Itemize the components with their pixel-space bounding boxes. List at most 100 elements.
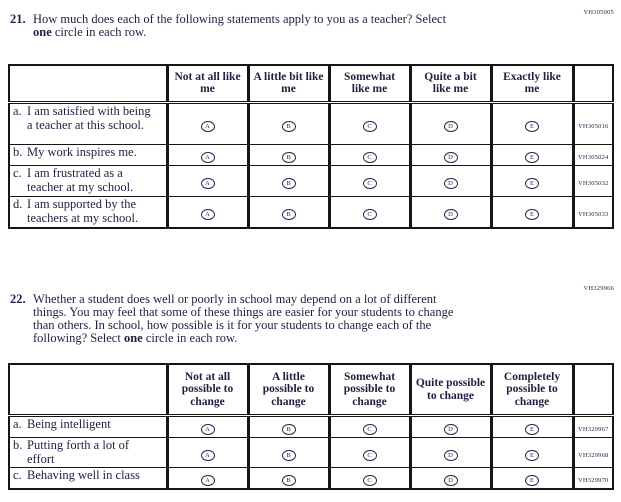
option-circle-d[interactable]: D (443, 178, 458, 190)
option-cell: C (327, 144, 410, 167)
row-letter: d. (13, 197, 23, 212)
option-circle-d[interactable]: D (443, 475, 458, 487)
question-22-prompt: 22. Whether a student does well or poorl… (0, 291, 621, 346)
statement-cell: a. I am satisfied with being a teacher a… (9, 102, 167, 146)
column-header: A little possible to change (246, 363, 329, 418)
option-cell: C (327, 437, 410, 469)
question-text-segment: How much does each of the following stat… (33, 12, 447, 26)
row-code: VH329968 (578, 451, 609, 459)
option-cell: B (246, 196, 329, 229)
question-text-segment: Whether a student does well or poorly in… (33, 291, 454, 346)
question-number: 22. (10, 291, 26, 306)
option-cell: A (165, 437, 248, 469)
table-row: c. I am frustrated as a teacher at my sc… (9, 165, 613, 198)
option-cell: B (246, 102, 329, 146)
option-circle-e[interactable]: E (525, 424, 539, 436)
row-code-cell: VH305033 (571, 196, 613, 229)
option-circle-c[interactable]: C (362, 152, 377, 164)
question-text-segment: circle in each row. (54, 25, 147, 40)
question-text: How much does each of the following stat… (33, 12, 465, 40)
row-statement: I am supported by the teachers at my sch… (27, 197, 139, 225)
option-circle-c[interactable]: C (362, 449, 377, 461)
option-circle-b[interactable]: B (281, 449, 296, 461)
option-circle-d[interactable]: D (443, 121, 458, 133)
option-circle-c[interactable]: C (362, 121, 377, 133)
empty-stub-header (9, 363, 167, 418)
option-circle-d[interactable]: D (443, 449, 458, 461)
option-cell: B (246, 467, 329, 490)
option-cell: A (165, 467, 248, 490)
row-statement: I am frustrated as a teacher at my schoo… (27, 166, 134, 194)
option-circle-e[interactable]: E (525, 121, 539, 133)
question-text-segment: circle in each row. (145, 331, 238, 346)
row-code-cell: VH305016 (571, 102, 613, 146)
row-code: VH329967 (578, 426, 609, 434)
row-code-cell: VH329970 (571, 467, 613, 490)
option-circle-b[interactable]: B (281, 208, 296, 220)
statement-cell: c. I am frustrated as a teacher at my sc… (9, 165, 167, 198)
table-row: a. Being intelligent A B C D E VH329967 (9, 415, 613, 439)
question-text-bold: one (33, 25, 52, 40)
option-cell: B (246, 144, 329, 167)
code-column-header (571, 64, 613, 105)
option-cell: A (165, 415, 248, 439)
row-letter: a. (13, 417, 22, 432)
row-code-cell: VH305024 (571, 144, 613, 167)
option-circle-a[interactable]: A (200, 178, 215, 190)
column-header: Completely possible to change (489, 363, 573, 418)
option-circle-a[interactable]: A (200, 475, 215, 487)
table-row: a. I am satisfied with being a teacher a… (9, 102, 613, 146)
option-circle-b[interactable]: B (281, 424, 296, 436)
option-circle-c[interactable]: C (362, 178, 377, 190)
option-cell: A (165, 102, 248, 146)
question-number: 21. (10, 12, 26, 26)
option-circle-d[interactable]: D (443, 208, 458, 220)
option-circle-b[interactable]: B (281, 152, 296, 164)
option-circle-e[interactable]: E (525, 475, 539, 487)
question-22: VH329966 22. Whether a student does well… (0, 285, 621, 491)
option-circle-b[interactable]: B (281, 178, 296, 190)
row-code: VH329970 (578, 477, 609, 485)
option-circle-a[interactable]: A (200, 152, 215, 164)
option-cell: D (408, 165, 491, 198)
option-circle-d[interactable]: D (443, 152, 458, 164)
option-circle-a[interactable]: A (200, 424, 215, 436)
column-header: Somewhat like me (327, 64, 410, 105)
column-header: Exactly like me (489, 64, 573, 105)
empty-stub-header (9, 64, 167, 105)
row-statement: My work inspires me. (27, 145, 137, 160)
question-21-item-code: VH305005 (583, 9, 614, 16)
option-circle-b[interactable]: B (281, 475, 296, 487)
column-header: Not at all like me (165, 64, 248, 105)
header-row: Not at all like me A little bit like me … (9, 64, 613, 105)
option-cell: D (408, 415, 491, 439)
option-circle-d[interactable]: D (443, 424, 458, 436)
option-cell: E (489, 437, 573, 469)
option-circle-e[interactable]: E (525, 449, 539, 461)
row-code-cell: VH329968 (571, 437, 613, 469)
row-statement: Being intelligent (27, 417, 111, 432)
option-circle-c[interactable]: C (362, 424, 377, 436)
option-circle-c[interactable]: C (362, 475, 377, 487)
option-circle-e[interactable]: E (525, 178, 539, 190)
row-code: VH305033 (578, 210, 609, 218)
option-circle-c[interactable]: C (362, 208, 377, 220)
option-cell: D (408, 467, 491, 490)
table-row: b. My work inspires me. A B C D E VH3050… (9, 144, 613, 167)
row-letter: c. (13, 166, 22, 181)
row-letter: c. (13, 468, 22, 483)
statement-cell: d. I am supported by the teachers at my … (9, 196, 167, 229)
option-cell: B (246, 415, 329, 439)
option-circle-a[interactable]: A (200, 208, 215, 220)
option-cell: A (165, 196, 248, 229)
option-circle-a[interactable]: A (200, 121, 215, 133)
option-circle-e[interactable]: E (525, 152, 539, 164)
row-code: VH305032 (578, 180, 609, 188)
column-header: Quite a bit like me (408, 64, 491, 105)
option-circle-b[interactable]: B (281, 121, 296, 133)
option-circle-a[interactable]: A (200, 449, 215, 461)
option-circle-e[interactable]: E (525, 208, 539, 220)
q21-response-table: Not at all like me A little bit like me … (8, 63, 614, 229)
question-22-item-code: VH329966 (583, 284, 614, 292)
question-21-prompt: 21. How much does each of the following … (0, 12, 621, 40)
